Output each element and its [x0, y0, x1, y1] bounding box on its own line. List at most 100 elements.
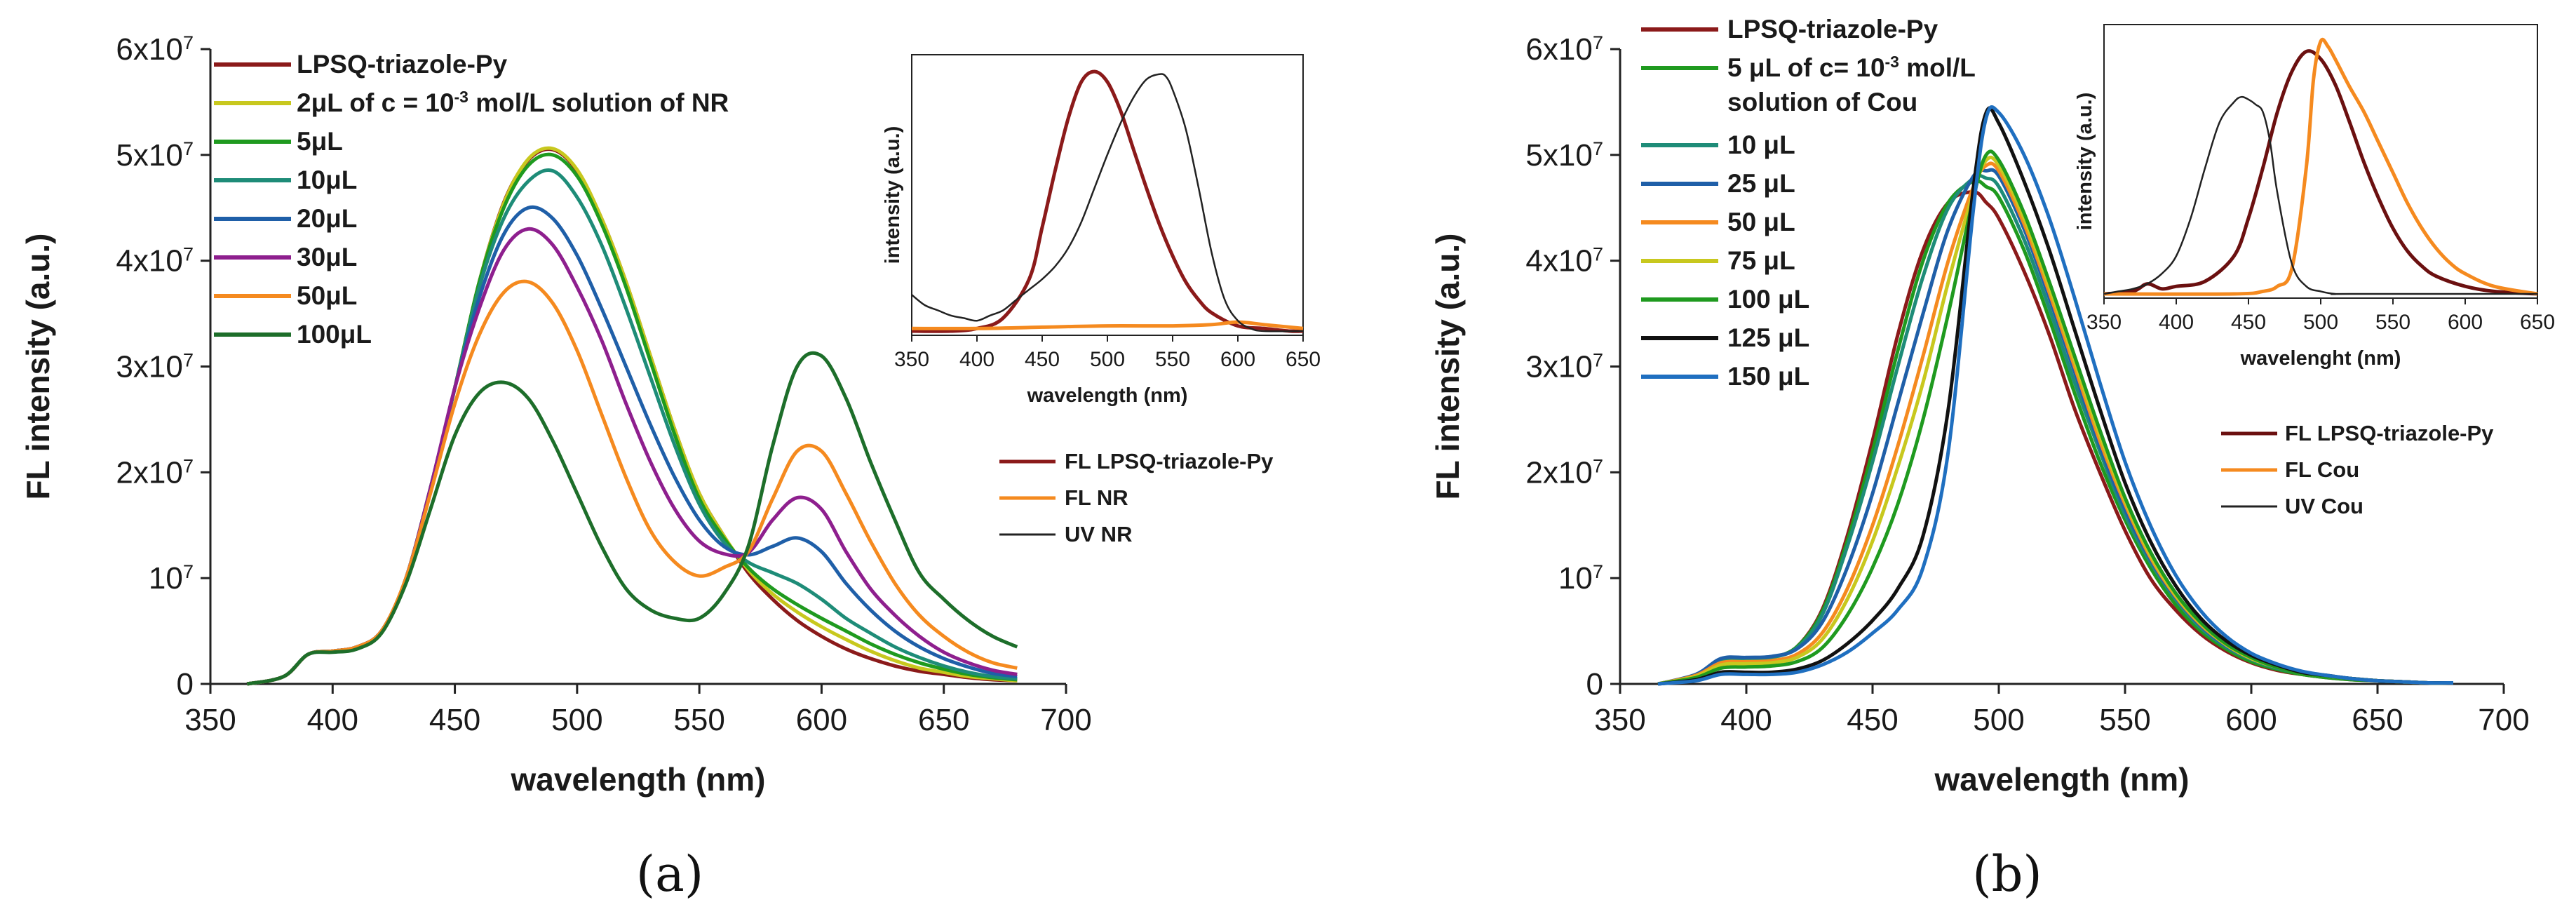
series-line [1657, 105, 2454, 686]
x-axis-label: wavelength (nm) [511, 761, 766, 798]
legend-label: 50μL [297, 281, 357, 310]
y-tick-label: 107 [1558, 560, 1603, 596]
panel-a-inset-legend: FL LPSQ-triazole-Py FL NR UV NR [999, 449, 1274, 546]
y-tick-label: 0 [177, 667, 194, 701]
panel-label-b: (b) [1972, 845, 2042, 903]
y-tick-label: 2x107 [1525, 455, 1603, 490]
legend-label: LPSQ-triazole-Py [1727, 15, 1938, 43]
x-tick-label: 550 [2099, 703, 2150, 737]
inset-legend-label: UV Cou [2285, 494, 2363, 518]
legend-label: 5μL [297, 127, 343, 156]
legend-label: 2μL of c = 10-3 mol/L solution of NR [297, 88, 729, 117]
inset-legend-label: FL NR [1065, 485, 1128, 510]
inset-x-tick-label: 600 [2448, 311, 2483, 334]
inset-y-axis-label: intensity (a.u.) [2074, 93, 2096, 231]
inset-legend-label: FL LPSQ-triazole-Py [1065, 449, 1274, 473]
y-tick-label: 4x107 [1525, 243, 1603, 278]
legend-label: 10μL [297, 166, 357, 194]
legend-label: 30μL [297, 243, 357, 271]
x-tick-label: 700 [1040, 703, 1091, 737]
inset-x-tick-label: 600 [1220, 348, 1255, 371]
legend-label: 100 μL [1727, 285, 1809, 314]
inset-x-tick-label: 500 [1090, 348, 1125, 371]
x-tick-label: 500 [1973, 703, 2024, 737]
inset-series-line [911, 320, 1304, 330]
x-tick-label: 650 [2352, 703, 2403, 737]
y-axis-label: FL intensity (a.u.) [20, 234, 56, 500]
inset-series-line [2103, 95, 2537, 295]
legend-label: 100μL [297, 320, 372, 349]
panel-b: 350 400 450 500 550 600 650 700 0 107 2x107 3x107 4x… [1429, 15, 2555, 903]
inset-series-line [2103, 49, 2538, 296]
inset-x-tick-label: 400 [959, 348, 994, 371]
x-tick-label: 650 [918, 703, 969, 737]
x-tick-label: 600 [796, 703, 847, 737]
inset-x-tick-label: 450 [1025, 348, 1060, 371]
inset-x-tick-label: 400 [2159, 311, 2194, 334]
legend-label: 5 μL of c= 10-3 mol/L [1727, 53, 1976, 82]
y-tick-label: 5x107 [1525, 137, 1603, 173]
x-tick-label: 500 [551, 703, 602, 737]
y-tick-label: 4x107 [116, 243, 194, 278]
inset-series-line [911, 73, 1304, 332]
x-tick-label: 350 [184, 703, 236, 737]
panel-b-plot: 350 400 450 500 550 600 650 700 0 107 2x107 3x107 4x… [1429, 32, 2530, 798]
legend-label: solution of Cou [1727, 88, 1917, 116]
x-tick-label: 400 [307, 703, 358, 737]
y-tick-label: 3x107 [116, 349, 194, 384]
inset-x-tick-label: 650 [1286, 348, 1321, 371]
panel-label-a: (a) [636, 845, 703, 903]
series-line [246, 205, 1018, 686]
x-axis-label: wavelength (nm) [1934, 761, 2190, 798]
inset-series-line [911, 69, 1304, 333]
inset-x-axis-label: wavelenght (nm) [2240, 347, 2401, 370]
x-tick-label: 400 [1720, 703, 1772, 737]
x-tick-label: 350 [1594, 703, 1645, 737]
x-tick-label: 700 [2478, 703, 2529, 737]
inset-frame [2103, 24, 2538, 299]
y-tick-label: 2x107 [116, 455, 194, 490]
legend-label: 25 μL [1727, 169, 1795, 198]
inset-legend-label: FL Cou [2285, 457, 2359, 482]
legend-label: 125 μL [1727, 323, 1809, 352]
panel-a-plot: 350 400 450 500 550 600 650 700 0 107 2x107 3x107 4x… [20, 32, 1092, 798]
legend-label: 150 μL [1727, 362, 1809, 391]
inset-legend-label: UV NR [1065, 522, 1132, 546]
panel-b-legend: LPSQ-triazole-Py 5 μL of c= 10-3 mol/L sol… [1641, 15, 1976, 391]
inset-x-tick-label: 500 [2303, 311, 2338, 334]
inset-x-tick-label: 350 [894, 348, 929, 371]
legend-label: 50 μL [1727, 208, 1795, 236]
legend-label: 75 μL [1727, 246, 1795, 275]
x-tick-label: 450 [1847, 703, 1898, 737]
series-line [246, 351, 1018, 686]
inset-x-tick-label: 550 [2375, 311, 2410, 334]
panel-a-inset: 350 400 450 500 550 600 650 wavelength (nm) inte… [882, 54, 1321, 407]
panel-a-legend: LPSQ-triazole-Py 2μL of c = 10-3 mol/L so… [214, 50, 729, 349]
x-tick-label: 450 [429, 703, 480, 737]
inset-legend-label: FL LPSQ-triazole-Py [2285, 421, 2494, 445]
y-tick-label: 6x107 [116, 32, 194, 67]
inset-x-tick-label: 650 [2520, 311, 2555, 334]
inset-frame [911, 54, 1304, 336]
y-tick-label: 5x107 [116, 137, 194, 173]
panel-a: 350 400 450 500 550 600 650 700 0 107 2x107 3x107 4x… [20, 32, 1321, 903]
y-axis-label: FL intensity (a.u.) [1429, 234, 1466, 500]
y-tick-label: 107 [149, 560, 194, 596]
panel-b-inset-legend: FL LPSQ-triazole-Py FL Cou UV Cou [2221, 421, 2494, 518]
inset-x-tick-label: 450 [2231, 311, 2266, 334]
y-tick-label: 0 [1586, 667, 1603, 701]
inset-x-tick-label: 550 [1155, 348, 1190, 371]
y-tick-label: 3x107 [1525, 349, 1603, 384]
inset-series-line [2103, 37, 2538, 296]
legend-label: 10 μL [1727, 130, 1795, 159]
panel-b-inset: 350 400 450 500 550 600 650 wavelenght (nm) inte… [2074, 24, 2555, 370]
x-tick-label: 550 [673, 703, 724, 737]
inset-x-tick-label: 350 [2086, 311, 2122, 334]
y-tick-label: 6x107 [1525, 32, 1603, 67]
legend-label: 20μL [297, 204, 357, 233]
x-tick-label: 600 [2225, 703, 2277, 737]
inset-x-axis-label: wavelength (nm) [1027, 384, 1188, 407]
inset-y-axis-label: intensity (a.u.) [882, 126, 904, 264]
legend-label: LPSQ-triazole-Py [297, 50, 508, 79]
